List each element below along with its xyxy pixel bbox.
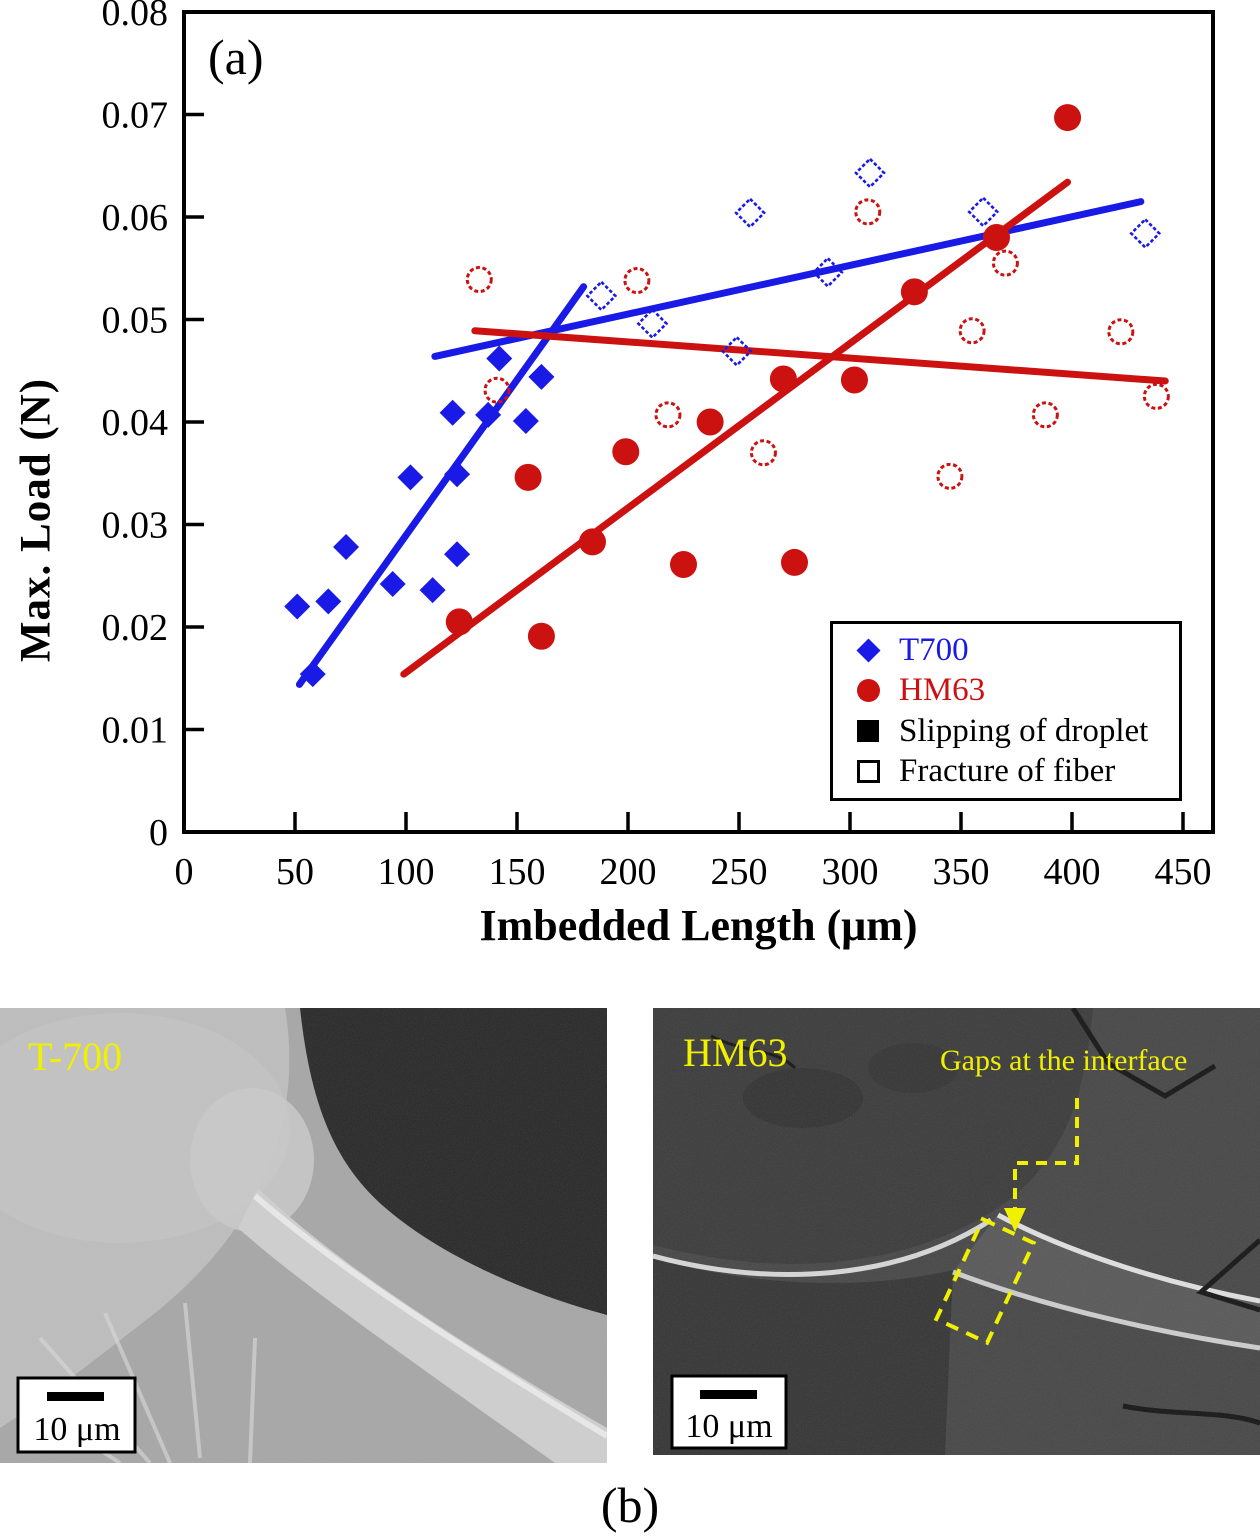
scatter-chart-svg: 0 50 100 150 200 250 300 350 400 450 0 0.01 0.02 0.03… xyxy=(102,0,1215,893)
svg-text:400: 400 xyxy=(1044,851,1101,893)
square-filled-icon xyxy=(855,720,881,743)
svg-text:350: 350 xyxy=(933,851,990,893)
svg-text:200: 200 xyxy=(600,851,657,893)
scale-bar-line xyxy=(47,1392,104,1401)
svg-text:50: 50 xyxy=(276,851,314,893)
svg-text:0.01: 0.01 xyxy=(102,710,169,752)
sem-right-material-label: HM63 xyxy=(683,1030,787,1075)
svg-text:450: 450 xyxy=(1155,851,1212,893)
svg-text:100: 100 xyxy=(378,851,435,893)
legend-item-t700: T700 xyxy=(855,631,1179,668)
scale-bar-right-text: 10 μm xyxy=(685,1408,772,1445)
gaps-annotation-text: Gaps at the interface xyxy=(940,1044,1187,1077)
legend-label: Fracture of fiber xyxy=(899,753,1116,790)
svg-text:300: 300 xyxy=(822,851,879,893)
legend-label: HM63 xyxy=(899,672,986,709)
scale-bar-left-text: 10 μm xyxy=(33,1411,120,1448)
arrow-head-icon xyxy=(1004,1208,1026,1232)
legend-item-fracture: Fracture of fiber xyxy=(855,755,1179,788)
scale-bar-line xyxy=(700,1390,757,1399)
svg-text:250: 250 xyxy=(711,851,768,893)
series-t700_fracture xyxy=(585,157,1162,368)
trend-line xyxy=(295,283,588,688)
svg-text:0: 0 xyxy=(149,812,168,854)
trend-line xyxy=(431,198,1145,360)
trend-line xyxy=(471,327,1169,385)
legend-label: Slipping of droplet xyxy=(899,712,1149,749)
trend-line xyxy=(400,178,1072,678)
legend-item-slipping: Slipping of droplet xyxy=(855,712,1179,749)
sem-image-t700: T-700 10 μm xyxy=(0,1008,607,1463)
chart-legend: T700 HM63 Slipping of droplet Fracture o… xyxy=(830,621,1182,801)
panel-a-label: (a) xyxy=(208,29,264,85)
sem-left-material-label: T-700 xyxy=(28,1034,122,1079)
legend-label: T700 xyxy=(899,631,969,668)
scale-bar-right: 10 μm xyxy=(670,1374,788,1450)
series-hm63_slipping xyxy=(445,104,1082,650)
svg-text:0.08: 0.08 xyxy=(102,0,169,34)
x-axis-title: Imbedded Length (μm) xyxy=(479,901,918,950)
sem-image-hm63: HM63 Gaps at the interface 10 μm xyxy=(653,1008,1260,1455)
svg-text:150: 150 xyxy=(489,851,546,893)
y-axis-title: Max. Load (N) xyxy=(12,377,60,663)
svg-text:0.05: 0.05 xyxy=(102,300,169,342)
legend-item-hm63: HM63 xyxy=(855,674,1179,707)
square-open-icon xyxy=(855,760,881,784)
svg-text:0.03: 0.03 xyxy=(102,505,169,547)
diamond-filled-icon xyxy=(855,638,881,663)
svg-text:0.06: 0.06 xyxy=(102,197,169,239)
scatter-chart-panel: 0 50 100 150 200 250 300 350 400 450 0 0.01 0.02 0.03… xyxy=(12,0,1215,950)
svg-text:0.07: 0.07 xyxy=(102,95,169,137)
series-hm63_fracture xyxy=(465,198,1170,490)
circle-filled-icon xyxy=(855,679,881,703)
svg-text:0.04: 0.04 xyxy=(102,402,169,444)
series-t700_slipping xyxy=(284,345,555,688)
gaps-annotation-pointer xyxy=(933,1098,1079,1346)
gap-highlight-box xyxy=(933,1216,1037,1346)
panel-b-label: (b) xyxy=(600,1477,660,1533)
svg-text:0: 0 xyxy=(175,851,194,893)
svg-text:0.02: 0.02 xyxy=(102,607,169,649)
scale-bar-left: 10 μm xyxy=(16,1376,137,1454)
